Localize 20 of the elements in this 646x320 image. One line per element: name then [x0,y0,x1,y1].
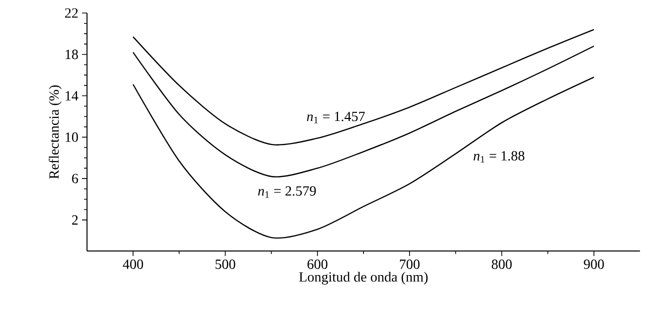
y-tick-label: 22 [65,8,78,18]
series-label: n$_{1}$ = 2.579 [258,186,316,198]
y-tick-label: 14 [66,91,78,100]
x-tick-label: 500 [216,260,236,269]
line-series [132,46,595,178]
y-tick-label: 2 [72,215,78,225]
y-axis-title: Reflectancia (%) [48,85,62,179]
x-tick-label: 800 [492,260,512,269]
x-tick-label: 400 [122,260,144,269]
x-axis-title: Longitud de onda (nm) [299,272,428,285]
y-tick-label: 6 [72,174,78,184]
y-tick-label: 10 [66,132,78,142]
x-tick-label: 600 [308,260,328,269]
y-tick-label: 18 [66,50,78,60]
series-label: n$_{1}$ = 1.88 [474,151,524,163]
x-tick-label: 900 [584,260,604,269]
series-label: n$_{1}$ = 1.457 [306,112,365,124]
x-tick-label: 700 [400,260,420,269]
line-series [132,28,595,146]
line-series [132,76,595,239]
